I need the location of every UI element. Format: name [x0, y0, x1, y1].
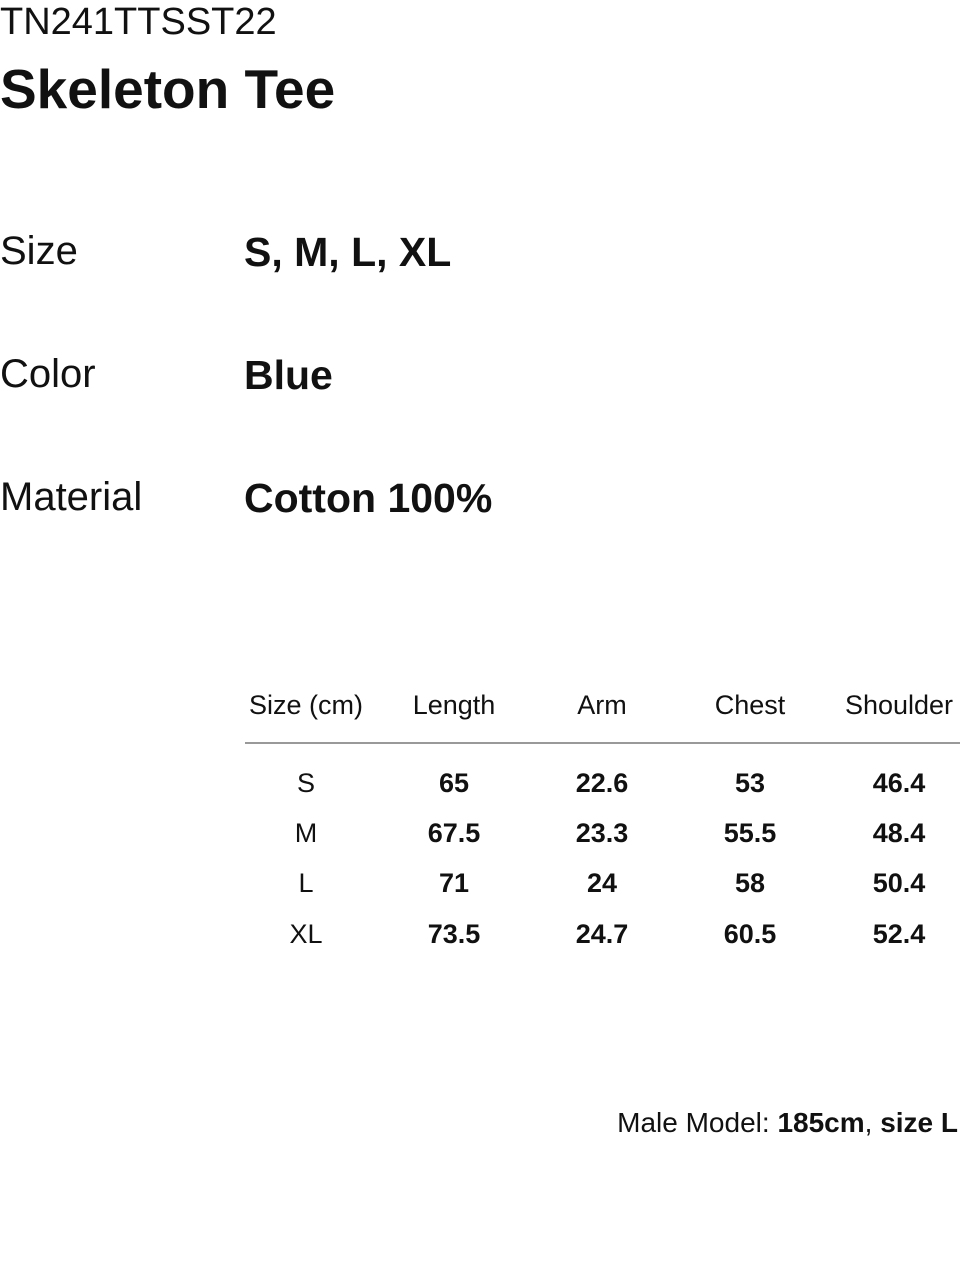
- table-row-size: S: [296, 768, 315, 798]
- table-row-size: L: [298, 868, 314, 898]
- spec-value-size: S, M, L, XL: [244, 229, 452, 275]
- spec-label-material: Material: [0, 475, 143, 519]
- table-header: Arm: [577, 690, 627, 720]
- table-cell: 65: [438, 768, 470, 798]
- model-size: size L: [880, 1107, 958, 1138]
- table-cell: 52.4: [872, 919, 926, 949]
- table-header: Length: [412, 690, 496, 720]
- table-divider: [245, 742, 960, 744]
- table-cell: 48.4: [872, 818, 926, 848]
- spec-value-material: Cotton 100%: [244, 475, 493, 521]
- spec-label-size: Size: [0, 229, 78, 273]
- table-cell: 73.5: [427, 919, 481, 949]
- table-cell: 58: [734, 868, 766, 898]
- table-cell: 46.4: [872, 768, 926, 798]
- table-cell: 24.7: [575, 919, 629, 949]
- table-header: Size (cm): [249, 690, 363, 720]
- model-note: Male Model: 185cm, size L: [617, 1106, 958, 1140]
- table-cell: 71: [438, 868, 470, 898]
- table-cell: 50.4: [872, 868, 926, 898]
- table-row-size: M: [294, 818, 318, 848]
- table-cell: 22.6: [575, 768, 629, 798]
- model-height: 185cm: [777, 1107, 865, 1138]
- table-header: Chest: [714, 690, 786, 720]
- table-header: Shoulder: [844, 690, 954, 720]
- table-cell: 60.5: [723, 919, 777, 949]
- table-cell: 24: [586, 868, 618, 898]
- table-row-size: XL: [289, 919, 323, 949]
- table-cell: 53: [734, 768, 766, 798]
- spec-label-color: Color: [0, 352, 96, 396]
- table-cell: 67.5: [427, 818, 481, 848]
- product-code: TN241TTSST22: [0, 1, 277, 43]
- model-sep: ,: [864, 1107, 881, 1138]
- table-cell: 23.3: [575, 818, 629, 848]
- product-title: Skeleton Tee: [0, 58, 336, 120]
- table-cell: 55.5: [723, 818, 777, 848]
- spec-value-color: Blue: [244, 352, 333, 398]
- model-label: Male Model:: [617, 1107, 778, 1138]
